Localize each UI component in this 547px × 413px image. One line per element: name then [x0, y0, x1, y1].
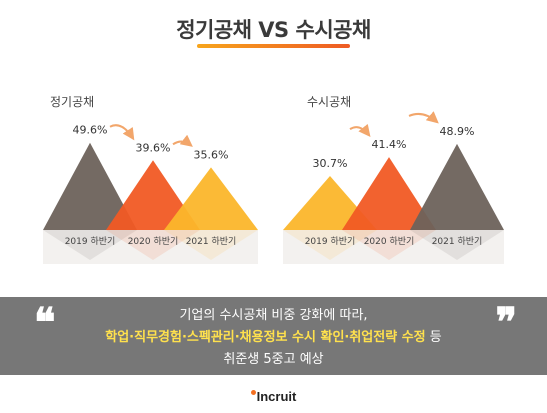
- page-title: 정기공채 VS 수시공채: [176, 18, 371, 42]
- quote-line-2: 학업·직무경험·스펙관리·채용정보 수시 확인·취업전략 수정 등: [0, 326, 547, 345]
- chart-value-label: 41.4%: [372, 138, 407, 151]
- chart-value-label: 39.6%: [136, 141, 171, 154]
- chart-value-label: 48.9%: [440, 125, 475, 138]
- chart-title: 수시공채: [307, 95, 351, 109]
- chart-triangle-reflection: [342, 230, 436, 260]
- chart-triangle-reflection: [43, 230, 137, 260]
- open-quote-icon: ❝: [34, 299, 56, 346]
- chart-triangle: [164, 167, 258, 230]
- chart-triangle-reflection: [410, 230, 504, 260]
- trend-arrow-icon: [349, 123, 371, 138]
- chart-value-label: 49.6%: [73, 124, 108, 137]
- chart-triangle-reflection: [164, 230, 258, 260]
- chart-triangle: [106, 160, 200, 230]
- chart-category-label: 2021 하반기: [186, 236, 237, 247]
- title-underline: [197, 44, 350, 48]
- chart-ground-band: [283, 230, 504, 264]
- chart-triangle-reflection: [283, 230, 377, 260]
- chart-value-label: 35.6%: [194, 148, 229, 161]
- quote-line-3: 취준생 5중고 예상: [223, 352, 324, 367]
- chart-category-label: 2019 하반기: [65, 236, 116, 247]
- quote-box: ❝ 기업의 수시공채 비중 강화에 따라, 학업·직무경험·스펙관리·채용정보 …: [0, 297, 547, 375]
- chart-value-label: 30.7%: [313, 157, 348, 170]
- chart-triangle-reflection: [106, 230, 200, 260]
- trend-arrow-icon: [109, 124, 135, 141]
- quote-highlight: 학업·직무경험·스펙관리·채용정보 수시 확인·취업전략 수정: [105, 330, 426, 345]
- chart-ground-band: [43, 230, 258, 264]
- chart-title: 정기공채: [50, 95, 94, 109]
- brand-dot-icon: [250, 390, 256, 395]
- chart-category-label: 2020 하반기: [364, 236, 415, 247]
- close-quote-icon: ❞: [495, 299, 517, 346]
- triangle-comparison-chart: 정기공채 49.6% 2019 하반기 39.6% 2020 하반기 35.6% 2021 …: [43, 95, 504, 264]
- chart-category-label: 2021 하반기: [432, 236, 483, 247]
- quote-line-1: 기업의 수시공채 비중 강화에 따라,: [179, 308, 368, 323]
- chart-category-label: 2019 하반기: [305, 236, 356, 247]
- quote-line-2-suffix: 등: [425, 330, 442, 345]
- trend-arrow-icon: [172, 134, 193, 147]
- chart-triangle: [43, 142, 137, 230]
- brand-name: Incruit: [256, 389, 297, 404]
- brand-logo: Incruit: [0, 389, 547, 404]
- chart-category-label: 2020 하반기: [128, 236, 179, 247]
- trend-arrow-icon: [408, 111, 439, 124]
- chart-triangle: [410, 143, 504, 230]
- chart-triangle: [342, 157, 436, 230]
